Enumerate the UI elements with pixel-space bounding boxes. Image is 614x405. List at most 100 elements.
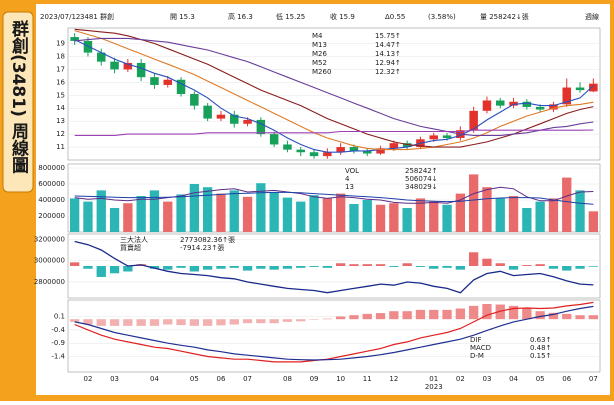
sidebar-box [2,11,34,193]
candle-body [190,94,199,106]
legend-value: 12.32↑ [375,68,401,76]
net-bar [163,266,173,270]
header-item: 量 258242↓張 [480,13,529,21]
net-bar [522,265,532,266]
net-bar [562,266,572,271]
volume-bar [322,198,333,232]
ma-line [74,28,594,148]
x-tick-label: 07 [589,375,598,383]
candle-body [163,79,173,85]
legend-value: 258242↑ [405,167,438,175]
volume-bar [176,194,186,232]
volume-bar [429,201,439,232]
header-item: 2023/07/12 [40,13,80,21]
net-bar [455,266,466,270]
dm-bar [322,318,333,320]
dm-bar [482,304,492,320]
volume-bar [309,195,319,232]
y-tick-label: 11 [56,143,65,151]
x-tick-label: 07 [243,375,252,383]
header-item: 高 16.3 [228,12,253,21]
net-bar [535,264,545,266]
candle-body [402,143,412,148]
candle-body [229,114,239,124]
candle-body [349,147,359,151]
header-item: 開 15.3 [170,13,195,21]
dm-bar [149,319,160,326]
volume-bar [468,174,479,232]
candle-body [269,134,279,145]
volume-bar [482,187,492,232]
candle-body [562,87,572,105]
legend-value: 15.75↑ [375,32,401,40]
volume-bar [136,196,146,232]
volume-bar [149,190,160,232]
y-tick-label: 200000 [38,212,65,220]
volume-bar [96,190,106,232]
y-tick-label: 12 [56,130,65,138]
net-bar [189,266,200,272]
x-tick-label: 08 [283,375,292,383]
net-bar [83,266,93,269]
legend-value: 348029↓ [405,183,438,191]
volume-bar [296,201,306,232]
y-tick-label: 16 [56,78,65,86]
volume-bar [335,193,346,232]
x-tick-label: 02 [83,375,92,383]
candle-body [203,105,212,119]
y-tick-label: 800000 [38,164,65,172]
candle-body [549,104,558,110]
x-tick-label: 06 [216,375,225,383]
volume-bar [256,183,266,232]
y-tick-label: 2800000 [34,278,65,286]
dm-bar [109,319,120,326]
dm-bar [455,308,466,320]
y-tick-label: 15 [56,91,65,99]
volume-bar [109,208,120,232]
dm-bar [442,309,452,320]
net-bar [548,266,559,269]
legend-name: 三大法人 [120,235,148,244]
dm-bar [535,311,545,320]
macd-line [74,305,594,361]
legend-value: 0.15↑ [530,352,551,360]
y-tick-label: 3000000 [34,257,65,265]
dm-bar [522,308,532,320]
y-tick-label: 400000 [38,196,65,204]
candle-body [136,62,146,78]
header-item: (3.58%) [428,13,456,21]
candle-body [376,148,385,154]
volume-bar [508,196,519,232]
volume-bar [575,190,585,232]
volume-bar [229,190,239,232]
dm-bar [468,305,479,320]
volume-bar [362,200,372,232]
net-bar [349,264,359,266]
legend-value: 12.94↑ [375,59,401,67]
y-tick-label: 19 [56,40,65,48]
net-bar [202,266,213,270]
legend-name: MACD [470,344,491,352]
ma-line [74,39,594,153]
candle-body [495,100,505,106]
dm-bar [335,316,346,320]
net-bar [429,266,439,269]
dm-bar [575,315,585,320]
x-tick-label: 06 [562,375,571,383]
dm-bar [402,311,412,320]
holdings-line [74,240,594,294]
net-bar [322,266,333,268]
x-tick-label: 04 [150,375,159,383]
volume-bar [522,208,532,232]
volume-bar [455,193,466,232]
y-tick-label: 3200000 [34,235,65,243]
net-bar [588,266,599,267]
header-item: 3481 群創 [80,12,114,21]
volume-bar [83,201,93,232]
legend-name: M4 [312,32,323,40]
volume-bar [123,203,133,232]
x-tick-label: 01 [429,375,438,383]
dm-bar [216,319,226,326]
